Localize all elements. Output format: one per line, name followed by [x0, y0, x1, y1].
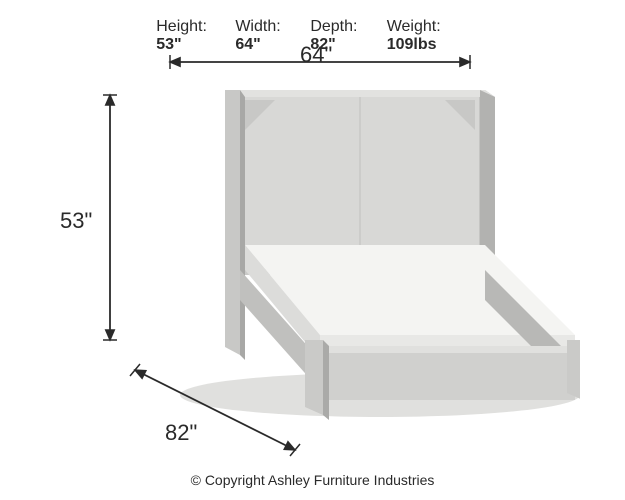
spec-height-value: 53": [156, 36, 181, 53]
spec-width-label: Width:: [235, 18, 280, 35]
height-callout: 53": [60, 208, 92, 234]
depth-callout: 82": [165, 420, 197, 446]
spec-weight: Weight: 109lbs: [387, 18, 469, 54]
spec-weight-value: 109lbs: [387, 36, 437, 53]
spec-weight-label: Weight:: [387, 18, 441, 35]
copyright-text: © Copyright Ashley Furniture Industries: [191, 472, 435, 488]
bed-illustration: [145, 55, 580, 430]
spec-height: Height: 53": [156, 18, 217, 54]
width-callout: 64": [300, 42, 332, 68]
spec-width-value: 64": [235, 36, 260, 53]
spec-depth-label: Depth:: [310, 18, 357, 35]
spec-width: Width: 64": [235, 18, 292, 54]
spec-height-label: Height:: [156, 18, 207, 35]
